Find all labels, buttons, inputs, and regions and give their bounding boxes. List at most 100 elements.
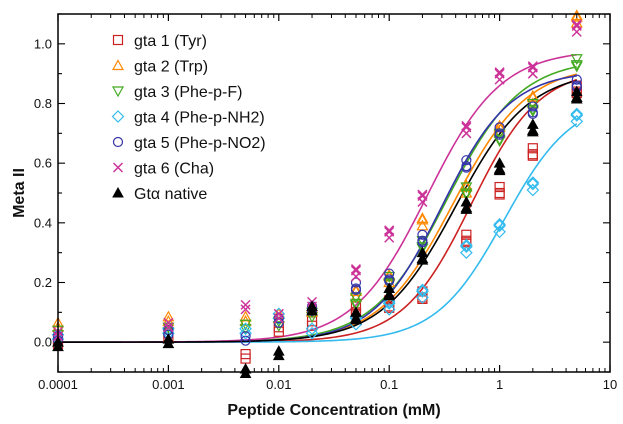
data-point <box>527 62 538 73</box>
data-point <box>526 98 539 110</box>
x-tick-label: 0.01 <box>266 377 291 392</box>
data-point <box>570 109 584 122</box>
data-point <box>383 288 396 299</box>
data-point <box>349 300 362 312</box>
data-point <box>527 101 538 112</box>
data-point <box>384 301 395 312</box>
data-point <box>416 291 429 304</box>
data-point <box>416 252 429 264</box>
data-point <box>417 235 428 246</box>
data-point <box>570 10 583 22</box>
data-point <box>416 242 429 253</box>
data-point <box>162 337 175 349</box>
legend-label: gta 5 (Phe-p-NO2) <box>134 135 266 152</box>
data-point <box>493 134 506 146</box>
legend-label: gta 6 (Cha) <box>134 161 214 178</box>
data-point <box>461 155 472 166</box>
data-point <box>416 243 429 255</box>
data-point <box>494 122 505 133</box>
x-axis-title: Peptide Concentration (mM) <box>227 402 440 419</box>
data-point <box>163 322 174 333</box>
data-point <box>349 298 362 310</box>
y-tick-label: 0.2 <box>34 275 52 290</box>
legend-marker <box>112 34 124 46</box>
data-point <box>493 163 506 174</box>
data-point <box>417 292 428 303</box>
data-point <box>382 297 396 310</box>
y-tick-label: 0.6 <box>34 156 52 171</box>
data-point <box>570 9 583 21</box>
legend-label: gta 2 (Trp) <box>134 59 208 76</box>
data-point <box>273 308 284 319</box>
data-point <box>350 264 361 275</box>
data-point <box>526 183 540 197</box>
data-point <box>240 331 251 342</box>
y-tick-label: 0.0 <box>34 335 52 350</box>
data-point <box>493 136 506 148</box>
legend-marker <box>112 186 124 198</box>
data-point <box>493 217 506 231</box>
legend-label: gta 4 (Phe-p-NH2) <box>134 110 265 127</box>
data-point <box>416 213 429 225</box>
data-point <box>494 67 505 78</box>
data-point <box>570 54 583 65</box>
data-point <box>527 149 538 160</box>
data-point <box>527 143 538 154</box>
data-point <box>526 124 539 135</box>
data-point <box>384 225 395 236</box>
data-point <box>461 120 472 131</box>
data-point <box>570 115 584 128</box>
data-point <box>570 107 584 121</box>
data-point <box>460 238 473 252</box>
data-point <box>570 61 583 73</box>
data-point <box>350 265 361 276</box>
data-point <box>493 219 506 233</box>
data-point <box>350 283 362 294</box>
data-point <box>416 212 429 223</box>
data-point <box>162 310 175 322</box>
data-point <box>494 68 505 79</box>
data-point <box>239 322 252 336</box>
x-tick-label: 0.1 <box>380 377 398 392</box>
x-tick-label: 10 <box>603 377 617 392</box>
data-point <box>382 303 396 316</box>
data-point <box>527 61 538 72</box>
data-point <box>384 268 395 279</box>
legend: gta 1 (Tyr) gta 2 (Trp) gta 3 (Phe-p-F) gta… <box>111 33 266 203</box>
data-point <box>494 181 505 193</box>
data-point <box>460 182 473 194</box>
data-point <box>461 122 472 133</box>
data-point <box>273 313 284 324</box>
y-tick-label: 0.8 <box>34 96 52 111</box>
data-point <box>416 285 429 298</box>
data-point <box>493 225 506 239</box>
data-point <box>526 176 540 189</box>
data-point <box>526 106 539 118</box>
x-tick-label: 0.0001 <box>38 377 78 392</box>
y-tick-label: 0.4 <box>34 215 52 230</box>
data-point <box>240 299 251 310</box>
y-tick-label: 1.0 <box>34 36 52 51</box>
data-point <box>306 304 318 316</box>
legend-marker <box>111 86 125 98</box>
data-point <box>417 189 428 200</box>
data-point <box>240 335 251 346</box>
y-axis-title: Meta II <box>11 168 28 218</box>
data-point <box>527 107 538 118</box>
data-point <box>460 189 473 201</box>
data-point <box>350 312 362 323</box>
data-point <box>571 74 582 85</box>
legend-label: gta 1 (Tyr) <box>134 33 207 50</box>
data-point <box>163 317 174 328</box>
data-point <box>384 226 395 237</box>
legend-marker <box>111 59 125 71</box>
data-point <box>571 19 582 30</box>
data-point <box>349 285 362 297</box>
data-point <box>460 240 473 254</box>
data-point <box>461 161 472 172</box>
data-point <box>350 277 362 288</box>
data-point <box>416 283 429 297</box>
data-point <box>417 229 428 240</box>
data-point <box>240 304 251 315</box>
